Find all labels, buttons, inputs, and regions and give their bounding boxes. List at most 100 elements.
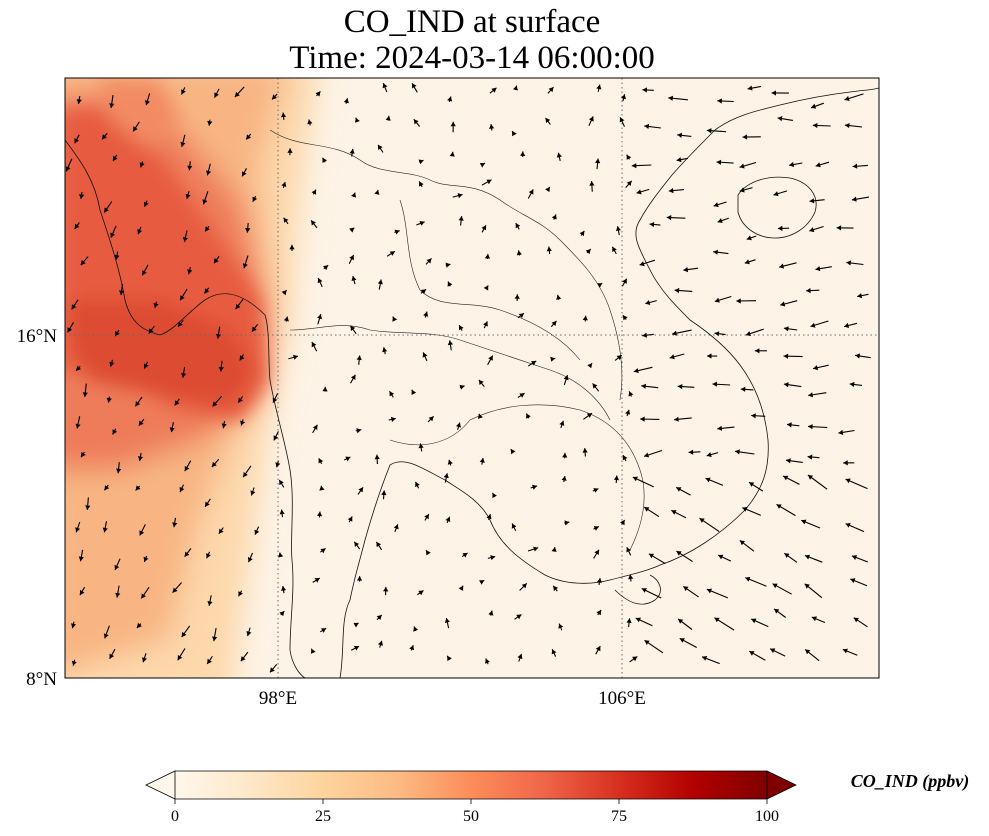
wind-arrow-head bbox=[148, 328, 154, 334]
wind-arrow-head bbox=[356, 428, 362, 434]
wind-arrow-head bbox=[515, 223, 521, 229]
wind-arrow-head bbox=[556, 294, 562, 300]
wind-arrow-head bbox=[713, 249, 718, 255]
wind-arrow-head bbox=[317, 314, 322, 320]
wind-arrow-head bbox=[187, 165, 193, 171]
wind-arrow-head bbox=[114, 254, 120, 260]
wind-arrow-head bbox=[238, 397, 243, 403]
wind-arrow-head bbox=[520, 151, 526, 156]
wind-arrow-head bbox=[172, 587, 178, 593]
wind-arrow-head bbox=[212, 636, 218, 642]
wind-arrow-head bbox=[289, 244, 295, 250]
wind-arrow-head bbox=[641, 588, 647, 593]
wind-arrow-head bbox=[202, 199, 208, 205]
wind-arrow-head bbox=[110, 232, 116, 238]
wind-arrow-head bbox=[668, 95, 673, 101]
gridlines bbox=[65, 78, 879, 678]
wind-arrow-head bbox=[113, 155, 118, 161]
wind-arrow-head bbox=[674, 416, 679, 422]
lon-tick-98e: 98°E bbox=[259, 688, 297, 709]
wind-arrow-head bbox=[736, 298, 741, 304]
wind-arrow-head bbox=[714, 297, 720, 303]
wind-arrow-head bbox=[355, 117, 360, 123]
wind-arrow-head bbox=[846, 260, 852, 266]
wind-arrow-head bbox=[776, 504, 782, 509]
wind-arrow-head bbox=[246, 134, 251, 140]
wind-arrow-head bbox=[143, 363, 149, 369]
wind-arrow-head bbox=[852, 163, 858, 169]
wind-arrow-head bbox=[594, 549, 599, 555]
wind-vectors bbox=[65, 82, 871, 673]
wind-arrow-head bbox=[592, 383, 598, 389]
wind-arrow-head bbox=[133, 126, 138, 132]
wind-arrow-head bbox=[616, 355, 622, 360]
wind-arrow-head bbox=[672, 330, 677, 336]
wind-arrow-head bbox=[801, 519, 807, 525]
wind-arrow-head bbox=[477, 413, 483, 419]
wind-arrow-head bbox=[706, 452, 712, 458]
wind-arrow-head bbox=[393, 524, 399, 530]
wind-arrow-head bbox=[754, 348, 760, 354]
wind-arrow-head bbox=[679, 638, 685, 643]
wind-arrow-head bbox=[143, 556, 149, 562]
wind-arrow-head bbox=[739, 163, 745, 169]
wind-arrow-head bbox=[207, 601, 213, 606]
wind-arrow-head bbox=[579, 230, 585, 237]
wind-arrow-head bbox=[712, 381, 717, 387]
wind-arrow-head bbox=[783, 382, 789, 388]
wind-arrow-head bbox=[449, 151, 455, 157]
wind-arrow-head bbox=[426, 258, 432, 264]
wind-arrow-head bbox=[141, 593, 146, 599]
wind-arrow-head bbox=[713, 202, 719, 208]
wind-arrow-head bbox=[488, 610, 494, 616]
wind-arrow-head bbox=[178, 321, 183, 327]
wind-arrow-head bbox=[706, 588, 712, 594]
wind-arrow-head bbox=[485, 658, 490, 664]
wind-arrow-head bbox=[104, 207, 109, 213]
wind-arrow-head bbox=[457, 193, 463, 199]
wind-arrow-head bbox=[484, 253, 491, 259]
wind-arrow-head bbox=[242, 171, 247, 177]
wind-arrow-head bbox=[490, 555, 496, 561]
wind-arrow-head bbox=[413, 626, 419, 632]
wind-arrow-head bbox=[777, 116, 783, 122]
wind-arrow-head bbox=[79, 589, 85, 596]
lon-tick-106e: 106°E bbox=[598, 688, 646, 709]
wind-arrow-head bbox=[187, 269, 193, 275]
wind-arrow-head bbox=[589, 181, 595, 186]
wind-arrow-head bbox=[409, 645, 415, 651]
wind-arrow-head bbox=[811, 103, 817, 109]
wind-arrow-head bbox=[144, 100, 150, 106]
wind-arrow-head bbox=[390, 416, 396, 422]
wind-arrow-head bbox=[76, 365, 81, 371]
wind-arrow-head bbox=[444, 618, 450, 623]
wind-arrow-head bbox=[636, 189, 642, 195]
wind-arrow-head bbox=[810, 322, 816, 328]
wind-arrow-head bbox=[845, 478, 851, 484]
wind-arrow-head bbox=[240, 420, 245, 426]
wind-arrow-head bbox=[78, 556, 84, 562]
wind-arrow-head bbox=[135, 485, 141, 491]
wind-arrow-head bbox=[310, 648, 316, 654]
wind-arrow-head bbox=[242, 263, 248, 269]
wind-arrow-head bbox=[462, 552, 468, 558]
wind-arrow-head bbox=[445, 262, 451, 268]
wind-arrow-head bbox=[354, 541, 359, 547]
wind-arrow-head bbox=[836, 225, 842, 231]
wind-arrow-head bbox=[717, 425, 723, 431]
wind-arrow-head bbox=[645, 300, 651, 305]
wind-arrow-head bbox=[314, 578, 320, 583]
wind-arrow-head bbox=[180, 295, 185, 301]
wind-arrow-head bbox=[418, 159, 424, 165]
colorbar-extend-min bbox=[145, 770, 176, 800]
wind-arrow-head bbox=[625, 409, 631, 415]
wind-arrow-head bbox=[702, 656, 708, 661]
wind-arrow-head bbox=[81, 452, 86, 458]
wind-arrow-head bbox=[287, 148, 293, 153]
wind-arrow-head bbox=[206, 553, 211, 559]
wind-arrow-head bbox=[181, 631, 187, 638]
wind-arrow-head bbox=[597, 283, 603, 288]
wind-arrow-head bbox=[774, 608, 780, 614]
wind-arrow-head bbox=[377, 279, 383, 285]
wind-arrow-head bbox=[674, 287, 680, 294]
